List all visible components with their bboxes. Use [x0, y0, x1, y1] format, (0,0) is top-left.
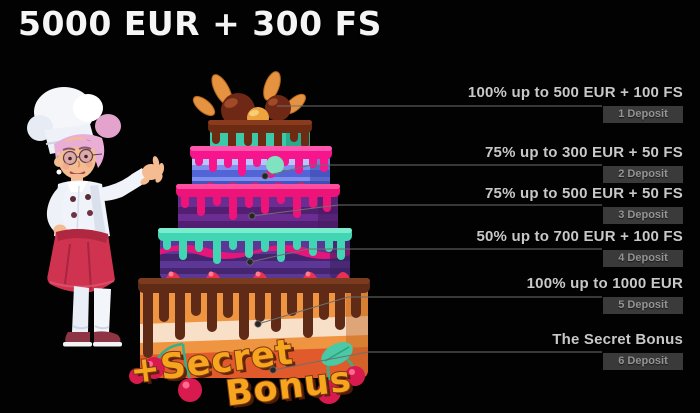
bonus-label: 75% up to 300 EUR + 50 FS — [485, 144, 683, 161]
bonus-label: 100% up to 1000 EUR — [526, 275, 683, 292]
chef-hat — [27, 87, 121, 154]
bonus-row-4: 50% up to 700 EUR + 100 FS 4 Deposit — [353, 229, 683, 267]
chef-hand — [140, 156, 165, 185]
bonus-row-5: 100% up to 1000 EUR 5 Deposit — [353, 276, 683, 314]
promo-title: 5000 EUR + 300 FS — [18, 4, 382, 43]
deposit-badge[interactable]: 3 Deposit — [603, 207, 683, 224]
chef-character-illustration — [27, 87, 165, 347]
deposit-badge[interactable]: 5 Deposit — [603, 297, 683, 314]
chef-apron — [47, 228, 115, 293]
bonus-label: 75% up to 500 EUR + 50 FS — [485, 185, 683, 202]
chef-shoes — [63, 331, 122, 347]
bonus-row-2: 75% up to 300 EUR + 50 FS 2 Deposit — [353, 145, 683, 183]
bonus-row-1: 100% up to 500 EUR + 100 FS 1 Deposit — [353, 85, 683, 123]
deposit-badge[interactable]: 6 Deposit — [603, 353, 683, 370]
bonus-row-6: The Secret Bonus 6 Deposit — [353, 332, 683, 370]
mint-candy — [266, 156, 284, 174]
cake-illustration: +Secret +Secret Bonus Bonus — [127, 71, 370, 408]
bonus-row-3: 75% up to 500 EUR + 50 FS 3 Deposit — [353, 186, 683, 224]
deposit-badge[interactable]: 1 Deposit — [603, 106, 683, 123]
bonus-label: 50% up to 700 EUR + 100 FS — [476, 228, 683, 245]
bonus-label: The Secret Bonus — [552, 331, 683, 348]
bottom-cherries — [129, 342, 365, 404]
chef-face — [54, 137, 103, 185]
deposit-badge[interactable]: 2 Deposit — [603, 166, 683, 183]
cake-topper-caramel-rolls — [192, 71, 306, 117]
chef-coat — [46, 168, 148, 240]
bonus-label: 100% up to 500 EUR + 100 FS — [467, 84, 683, 101]
deposit-badge[interactable]: 4 Deposit — [603, 250, 683, 267]
cake-tier-4 — [158, 228, 352, 280]
chef-legs — [72, 286, 111, 332]
